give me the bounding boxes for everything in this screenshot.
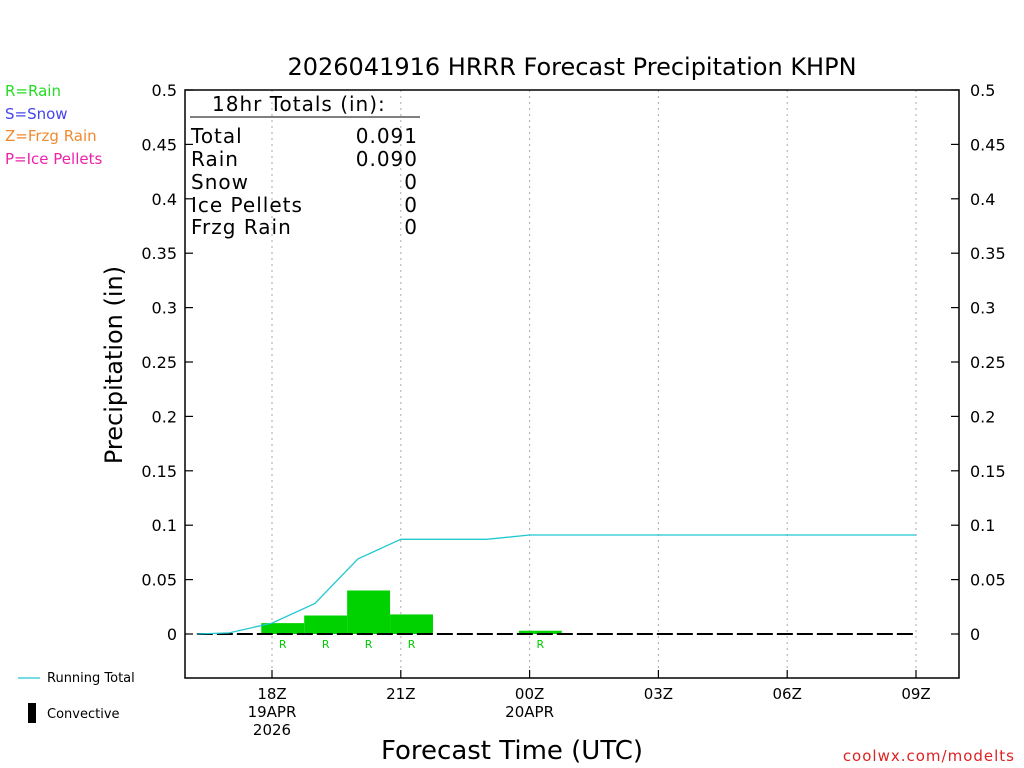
y-tick-label-right: 0.25 [970, 353, 1006, 372]
y-tick-label-left: 0.35 [141, 244, 177, 263]
y-tick-label-left: 0.05 [141, 571, 177, 590]
totals-row-label: Ice Pellets [191, 193, 303, 217]
precip-type-label: R [322, 638, 330, 651]
precip-bar [347, 590, 391, 634]
totals-row-value: 0 [404, 170, 418, 194]
totals-row-label: Frzg Rain [191, 215, 292, 239]
precip-bar [518, 630, 562, 634]
footer-credit: coolwx.com/modelts [843, 747, 1015, 765]
precip-bar [304, 615, 348, 634]
precip-type-label: R [537, 638, 545, 651]
precip-type-label: R [408, 638, 416, 651]
x-tick-label: 06Z [773, 685, 802, 703]
x-tick-label: 21Z [386, 685, 415, 703]
x-tick-label: 2026 [253, 721, 291, 739]
y-tick-label-right: 0 [970, 625, 980, 644]
plot-frame [184, 89, 960, 679]
y-tick-label-left: 0 [167, 625, 177, 644]
totals-header: 18hr Totals (in): [212, 92, 386, 116]
precip-bar [390, 614, 433, 634]
totals-box: 18hr Totals (in): Total 0.091 Rain 0.090… [190, 92, 420, 239]
totals-row-label: Rain [191, 147, 239, 171]
convective-legend-swatch [28, 703, 36, 723]
y-tick-label-right: 0.5 [970, 81, 995, 100]
totals-row-value: 0 [404, 215, 418, 239]
convective-legend-label: Convective [47, 707, 120, 722]
precip-type-label: R [365, 638, 373, 651]
chart-title: 2026041916 HRRR Forecast Precipitation K… [287, 53, 856, 81]
y-axis-label: Precipitation (in) [100, 266, 128, 464]
y-tick-label-left: 0.5 [152, 81, 177, 100]
x-axis-label: Forecast Time (UTC) [381, 736, 643, 766]
running-total-legend-label: Running Total [47, 671, 135, 686]
y-tick-label-left: 0.3 [152, 299, 177, 318]
y-tick-label-right: 0.4 [970, 190, 995, 209]
x-tick-label: 19APR [248, 703, 297, 721]
legend-frzg-rain: Z=Frzg Rain [5, 127, 97, 145]
x-tick-label: 20APR [505, 703, 554, 721]
y-ticks-left: 0 0.05 0.1 0.15 0.2 0.25 0.3 0.35 0.4 0.45 0.5 [141, 81, 193, 644]
precip-type-label: R [279, 638, 287, 651]
totals-row-value: 0.091 [356, 124, 418, 148]
legend-snow: S=Snow [5, 105, 68, 123]
y-tick-label-right: 0.45 [970, 135, 1006, 154]
y-tick-label-left: 0.15 [141, 462, 177, 481]
series-legend: Running Total Convective [18, 671, 135, 723]
legend-rain: R=Rain [5, 82, 61, 100]
y-tick-label-left: 0.2 [152, 407, 177, 426]
totals-row-value: 0 [404, 193, 418, 217]
running-total-line [196, 534, 916, 635]
y-ticks-right: 0 0.05 0.1 0.15 0.2 0.25 0.3 0.35 0.4 0.45 0.5 [951, 81, 1006, 644]
totals-row-label: Snow [191, 170, 249, 194]
y-tick-label-left: 0.45 [141, 135, 177, 154]
y-tick-label-right: 0.3 [970, 299, 995, 318]
running-total-series [196, 534, 916, 635]
y-tick-label-right: 0.2 [970, 407, 995, 426]
y-tick-label-right: 0.05 [970, 571, 1006, 590]
x-tick-label: 09Z [901, 685, 930, 703]
x-tick-label: 18Z [257, 685, 286, 703]
y-tick-label-right: 0.15 [970, 462, 1006, 481]
y-tick-label-left: 0.4 [152, 190, 177, 209]
x-tick-label: 00Z [515, 685, 544, 703]
y-tick-label-right: 0.1 [970, 516, 995, 535]
totals-row-value: 0.090 [356, 147, 418, 171]
x-tick-label: 03Z [644, 685, 673, 703]
y-tick-label-right: 0.35 [970, 244, 1006, 263]
y-tick-label-left: 0.1 [152, 516, 177, 535]
legend-ice-pellets: P=Ice Pellets [5, 150, 102, 168]
totals-row-label: Total [190, 124, 243, 148]
ptype-legend: R=Rain S=Snow Z=Frzg Rain P=Ice Pellets [5, 82, 102, 168]
precip-bars [261, 590, 562, 634]
precip-bar [261, 623, 305, 634]
grid-lines [271, 90, 917, 678]
y-tick-label-left: 0.25 [141, 353, 177, 372]
